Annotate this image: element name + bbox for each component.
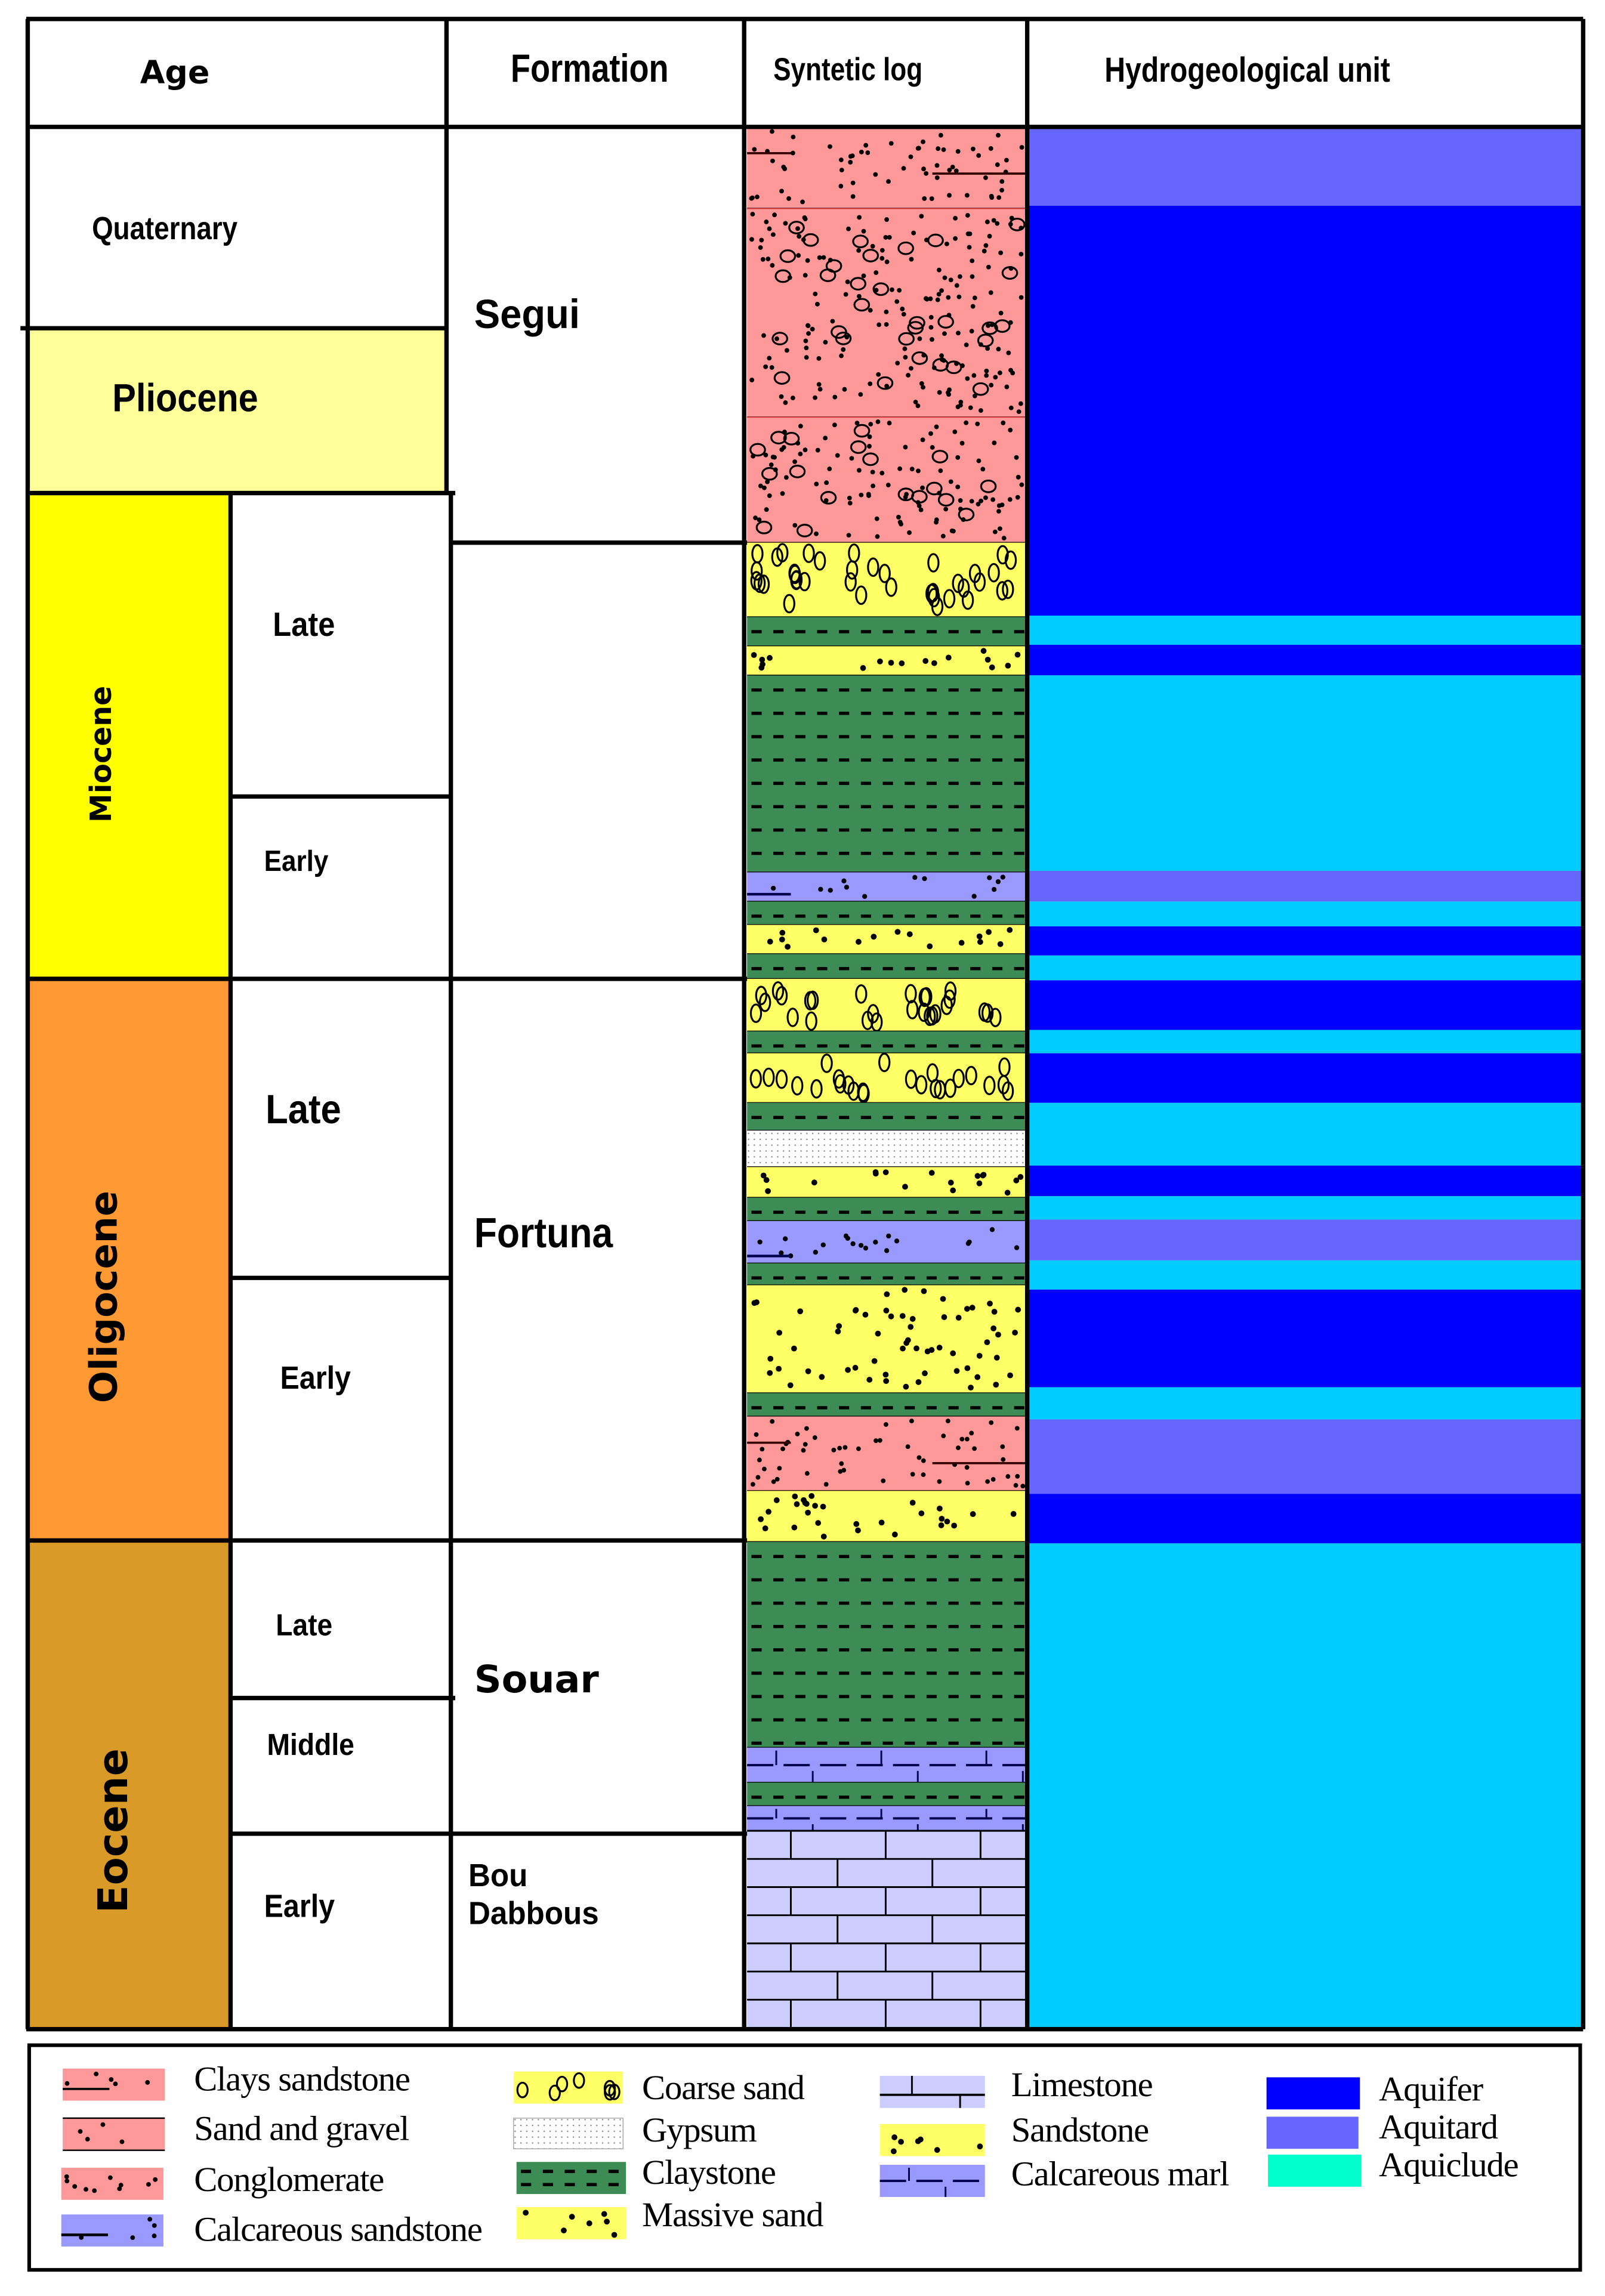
subepoch-miocene-late: Late — [273, 605, 335, 644]
legend-label-calcareous-sandstone: Calcareous sandstone — [194, 2211, 483, 2249]
subepoch-eocene-middle: Middle — [267, 1728, 354, 1763]
subepoch-eocene-early: Early — [264, 1887, 335, 1924]
legend-label-aquiclude: Aquiclude — [1378, 2147, 1519, 2186]
header-formation: Formation — [510, 47, 669, 91]
legend-label-conglomerate: Conglomerate — [194, 2162, 384, 2200]
formation-souar: Souar — [474, 1658, 599, 1702]
formation-bou-dabbous-line2: Dabbous — [468, 1895, 599, 1932]
age-oligocene: Oligocene — [83, 1191, 127, 1404]
legend-label-aquitard: Aquitard — [1378, 2109, 1498, 2147]
subepoch-eocene-late: Late — [276, 1609, 333, 1643]
legend-label-coarse-sand: Coarse sand — [642, 2070, 805, 2108]
legend-label-sand-and-gravel: Sand and gravel — [194, 2110, 409, 2149]
legend-label-limestone: Limestone — [1011, 2067, 1153, 2105]
subepoch-oligocene-late: Late — [266, 1086, 341, 1132]
legend-label-gypsum: Gypsum — [642, 2112, 757, 2150]
legend-label-aquifer: Aquifer — [1378, 2071, 1483, 2110]
legend-label-claystone: Claystone — [642, 2155, 776, 2193]
header-age: Age — [140, 55, 210, 92]
header-hydrogeological-unit: Hydrogeological unit — [1104, 51, 1390, 91]
header-synthetic-log: Syntetic log — [773, 51, 923, 88]
legend-label-clays-sandstone: Clays sandstone — [194, 2061, 410, 2100]
formation-fortuna: Fortuna — [474, 1210, 613, 1258]
formation-bou-dabbous-line1: Bou — [468, 1857, 528, 1894]
age-pliocene: Pliocene — [112, 376, 258, 421]
age-miocene: Miocene — [83, 685, 119, 823]
legend-label-sandstone: Sandstone — [1011, 2112, 1150, 2150]
subepoch-miocene-early: Early — [264, 846, 329, 879]
age-eocene: Eocene — [89, 1748, 137, 1914]
age-quaternary: Quaternary — [92, 210, 238, 247]
legend-label-calcareous-marl: Calcareous marl — [1011, 2156, 1230, 2195]
formation-segui: Segui — [474, 292, 580, 337]
legend-label-massive-sand: Massive sand — [642, 2196, 823, 2235]
subepoch-oligocene-early: Early — [280, 1359, 351, 1396]
